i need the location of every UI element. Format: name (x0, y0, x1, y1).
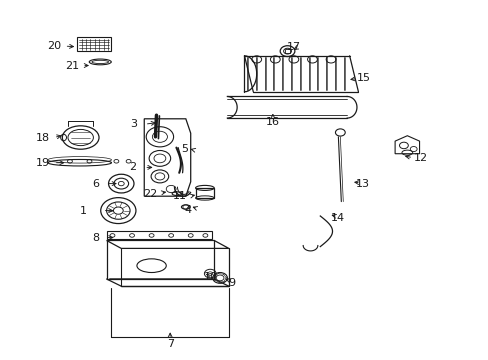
Bar (195, 188, 214, 198)
Bar (284, 49, 290, 53)
Text: 18: 18 (36, 132, 50, 143)
Bar (106, 231, 211, 239)
Text: 12: 12 (413, 153, 427, 163)
Text: 20: 20 (47, 41, 61, 51)
Text: 16: 16 (265, 117, 279, 127)
Text: 14: 14 (331, 213, 345, 223)
Text: 11: 11 (173, 191, 186, 201)
Text: 2: 2 (129, 162, 136, 172)
Text: 21: 21 (65, 60, 79, 71)
Text: 6: 6 (92, 179, 99, 189)
Text: 5: 5 (181, 144, 188, 154)
Text: 1: 1 (80, 206, 86, 216)
Text: 10: 10 (204, 272, 218, 282)
Text: 7: 7 (166, 339, 173, 349)
Text: 8: 8 (92, 233, 99, 243)
Text: 22: 22 (143, 189, 158, 199)
Text: 9: 9 (228, 278, 235, 288)
Text: 15: 15 (356, 73, 370, 84)
Text: 17: 17 (286, 42, 300, 52)
Text: 13: 13 (355, 179, 369, 189)
Text: 19: 19 (36, 158, 50, 168)
Text: 4: 4 (184, 204, 191, 215)
Text: 3: 3 (130, 119, 137, 129)
Bar (77, 37, 110, 51)
